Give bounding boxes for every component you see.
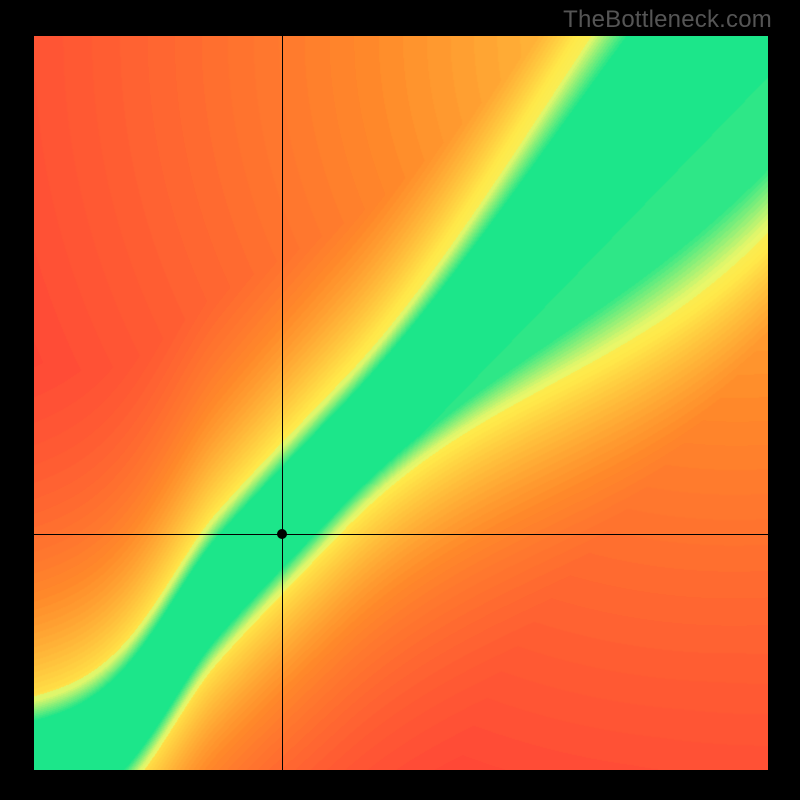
crosshair-vertical — [282, 36, 283, 770]
crosshair-horizontal — [34, 534, 768, 535]
watermark-text: TheBottleneck.com — [563, 6, 772, 34]
heatmap-plot — [34, 36, 768, 770]
heatmap-canvas — [34, 36, 768, 770]
crosshair-dot — [277, 529, 287, 539]
